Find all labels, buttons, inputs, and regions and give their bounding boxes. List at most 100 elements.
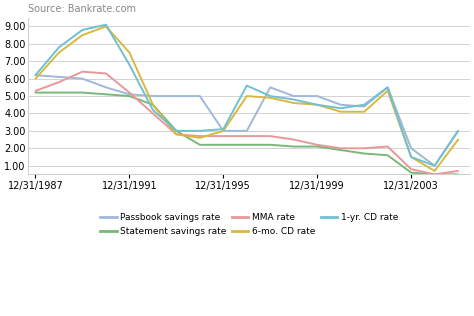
Text: Source: Bankrate.com: Source: Bankrate.com: [28, 4, 137, 14]
1-yr. CD rate: [150, 108, 156, 112]
1-yr. CD rate: [33, 73, 38, 77]
Statement savings rate: [220, 143, 226, 147]
Statement savings rate: [267, 143, 273, 147]
6-mo. CD rate: [385, 89, 391, 93]
1-yr. CD rate: [56, 46, 62, 49]
Line: 6-mo. CD rate: 6-mo. CD rate: [36, 27, 458, 171]
Line: MMA rate: MMA rate: [36, 72, 458, 174]
1-yr. CD rate: [220, 127, 226, 131]
Statement savings rate: [432, 173, 438, 176]
1-yr. CD rate: [267, 94, 273, 98]
Passbook savings rate: [80, 77, 85, 81]
Passbook savings rate: [432, 164, 438, 167]
Passbook savings rate: [291, 94, 297, 98]
Passbook savings rate: [385, 85, 391, 89]
MMA rate: [338, 146, 344, 150]
1-yr. CD rate: [361, 103, 367, 107]
Statement savings rate: [338, 148, 344, 152]
MMA rate: [291, 138, 297, 142]
1-yr. CD rate: [197, 129, 203, 133]
6-mo. CD rate: [455, 138, 461, 142]
1-yr. CD rate: [173, 129, 179, 133]
6-mo. CD rate: [291, 101, 297, 105]
6-mo. CD rate: [267, 96, 273, 100]
Passbook savings rate: [150, 94, 156, 98]
Passbook savings rate: [408, 146, 414, 150]
Passbook savings rate: [173, 94, 179, 98]
Line: Statement savings rate: Statement savings rate: [36, 93, 458, 174]
MMA rate: [197, 134, 203, 138]
Statement savings rate: [361, 152, 367, 155]
MMA rate: [455, 169, 461, 173]
Passbook savings rate: [103, 85, 109, 89]
1-yr. CD rate: [127, 63, 132, 67]
Statement savings rate: [150, 103, 156, 107]
MMA rate: [314, 143, 320, 147]
1-yr. CD rate: [80, 28, 85, 32]
Passbook savings rate: [220, 129, 226, 133]
1-yr. CD rate: [432, 164, 438, 167]
Statement savings rate: [291, 145, 297, 149]
1-yr. CD rate: [244, 84, 250, 88]
MMA rate: [220, 134, 226, 138]
MMA rate: [173, 132, 179, 136]
6-mo. CD rate: [314, 103, 320, 107]
MMA rate: [56, 80, 62, 84]
MMA rate: [150, 112, 156, 115]
6-mo. CD rate: [173, 132, 179, 136]
6-mo. CD rate: [408, 155, 414, 159]
Line: 1-yr. CD rate: 1-yr. CD rate: [36, 25, 458, 166]
1-yr. CD rate: [455, 129, 461, 133]
1-yr. CD rate: [314, 103, 320, 107]
1-yr. CD rate: [338, 106, 344, 110]
Passbook savings rate: [33, 73, 38, 77]
Passbook savings rate: [244, 129, 250, 133]
Passbook savings rate: [361, 105, 367, 108]
MMA rate: [244, 134, 250, 138]
6-mo. CD rate: [150, 103, 156, 107]
Passbook savings rate: [56, 75, 62, 79]
Statement savings rate: [197, 143, 203, 147]
Passbook savings rate: [197, 94, 203, 98]
6-mo. CD rate: [220, 129, 226, 133]
Statement savings rate: [385, 153, 391, 157]
6-mo. CD rate: [244, 94, 250, 98]
Line: Passbook savings rate: Passbook savings rate: [36, 75, 458, 166]
6-mo. CD rate: [361, 110, 367, 114]
Statement savings rate: [127, 94, 132, 98]
MMA rate: [408, 167, 414, 171]
1-yr. CD rate: [408, 155, 414, 159]
6-mo. CD rate: [80, 33, 85, 37]
Passbook savings rate: [267, 85, 273, 89]
Statement savings rate: [103, 92, 109, 96]
6-mo. CD rate: [103, 25, 109, 28]
Passbook savings rate: [338, 103, 344, 107]
Passbook savings rate: [314, 94, 320, 98]
MMA rate: [33, 89, 38, 93]
Statement savings rate: [244, 143, 250, 147]
MMA rate: [103, 71, 109, 75]
1-yr. CD rate: [385, 85, 391, 89]
Passbook savings rate: [455, 129, 461, 133]
Statement savings rate: [80, 91, 85, 94]
MMA rate: [432, 173, 438, 176]
MMA rate: [127, 91, 132, 94]
6-mo. CD rate: [197, 136, 203, 140]
6-mo. CD rate: [33, 77, 38, 81]
Passbook savings rate: [127, 92, 132, 96]
MMA rate: [385, 145, 391, 149]
6-mo. CD rate: [127, 51, 132, 54]
Statement savings rate: [173, 129, 179, 133]
1-yr. CD rate: [103, 23, 109, 27]
6-mo. CD rate: [338, 110, 344, 114]
Statement savings rate: [455, 173, 461, 176]
Statement savings rate: [314, 145, 320, 149]
Legend: Passbook savings rate, Statement savings rate, MMA rate, 6-mo. CD rate, 1-yr. CD: Passbook savings rate, Statement savings…: [100, 213, 398, 236]
6-mo. CD rate: [432, 169, 438, 173]
MMA rate: [267, 134, 273, 138]
6-mo. CD rate: [56, 51, 62, 54]
MMA rate: [361, 146, 367, 150]
Statement savings rate: [408, 171, 414, 174]
Statement savings rate: [33, 91, 38, 94]
MMA rate: [80, 70, 85, 74]
